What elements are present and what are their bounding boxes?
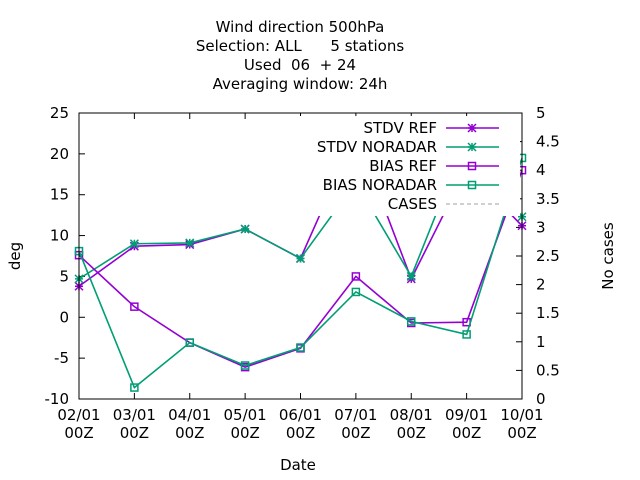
legend-marker: [467, 142, 477, 152]
y-tick-label: -10: [45, 390, 70, 408]
y2-tick-label: 3: [536, 218, 546, 236]
x-tick-label: 08/01 00Z: [390, 406, 433, 442]
x-tick-label: 07/01 00Z: [334, 406, 377, 442]
legend-label: STDV NORADAR: [317, 138, 437, 156]
y-tick-label: 25: [50, 104, 69, 122]
title-line-1: Wind direction 500hPa: [216, 18, 385, 36]
legend-marker: [467, 161, 477, 171]
x-tick-label: 10/01 00Z: [500, 406, 543, 442]
y2-axis-label: No cases: [599, 222, 617, 290]
legend-marker: [467, 123, 477, 133]
data-point: [462, 330, 471, 339]
legend-label: BIAS NORADAR: [323, 176, 437, 194]
x-tick-label: 06/01 00Z: [279, 406, 322, 442]
data-point: [407, 317, 416, 326]
title-line-3: Used 06 + 24: [244, 56, 356, 74]
title-line-4: Averaging window: 24h: [213, 75, 388, 93]
y-axis-ticks: -10 -5 0 5 10 15 20 25: [45, 104, 85, 408]
chart-title: Wind direction 500hPa Selection: ALL 5 s…: [196, 18, 404, 93]
y2-tick-label: 3.5: [536, 190, 560, 208]
title-line-2: Selection: ALL 5 stations: [196, 37, 404, 55]
data-point: [185, 338, 194, 347]
data-point: [296, 343, 305, 352]
y-axis-label: deg: [6, 242, 24, 270]
legend-label: CASES: [388, 195, 437, 213]
y-tick-label: 15: [50, 186, 69, 204]
y2-tick-label: 5: [536, 104, 546, 122]
y2-tick-label: 2.5: [536, 247, 560, 265]
data-point: [129, 239, 139, 249]
x-tick-label: 05/01 00Z: [224, 406, 267, 442]
y-tick-label: 0: [59, 308, 69, 326]
y-tick-label: 5: [59, 267, 69, 285]
y2-axis-ticks: 0 0.5 1 1.5 2 2.5 3 3.5 4 4.5 5: [516, 104, 560, 408]
plot-frame: [78, 112, 523, 400]
x-axis-label: Date: [280, 456, 316, 474]
legend-label: BIAS REF: [369, 157, 437, 175]
y-tick-label: 10: [50, 227, 69, 245]
data-point: [351, 272, 361, 281]
series-line: [78, 157, 523, 389]
data-point: [185, 238, 195, 248]
y2-tick-label: 2: [536, 276, 546, 294]
x-tick-label: 09/01 00Z: [445, 406, 488, 442]
y-tick-label: 20: [50, 145, 69, 163]
data-point: [351, 287, 361, 297]
x-tick-label: 02/01 00Z: [57, 406, 100, 442]
data-point: [240, 224, 250, 234]
data-point: [295, 253, 306, 263]
y2-tick-label: 1.5: [536, 304, 560, 322]
x-tick-label: 03/01 00Z: [113, 406, 156, 442]
y2-tick-label: 0: [536, 390, 546, 408]
legend-label: STDV REF: [363, 119, 437, 137]
y2-tick-label: 0.5: [536, 361, 560, 379]
data-point: [130, 302, 139, 311]
y2-tick-label: 1: [536, 333, 546, 351]
y-tick-label: -5: [54, 349, 69, 367]
x-axis-ticks: 02/01 00Z 03/01 00Z 04/01 00Z 05/01 00Z 06/01 00Z…: [57, 113, 544, 442]
y2-tick-label: 4: [536, 161, 546, 179]
data-point: [406, 271, 416, 281]
data-point: [240, 361, 250, 370]
y2-tick-label: 4.5: [536, 133, 560, 151]
x-tick-label: 04/01 00Z: [168, 406, 211, 442]
legend-marker: [467, 180, 477, 190]
data-point: [130, 383, 139, 392]
